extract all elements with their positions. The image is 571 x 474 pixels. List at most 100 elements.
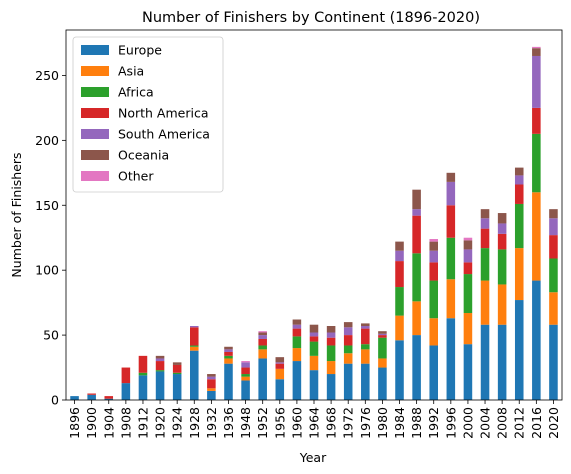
bar-oceania-1972: [343, 322, 353, 328]
bar-asia-1928: [190, 346, 199, 351]
bar-north-america-2012: [514, 184, 524, 204]
bar-other-1952: [258, 331, 267, 333]
bar-asia-1988: [412, 301, 421, 336]
bar-africa-2004: [480, 248, 490, 281]
bar-north-america-1996: [446, 205, 456, 238]
bar-north-america-1928: [190, 327, 199, 346]
bar-north-america-1932: [207, 379, 216, 389]
bar-south-america-1964: [309, 332, 319, 337]
legend-label: Africa: [118, 85, 154, 100]
x-axis: 1896 1900 1904 1908 1912 1920 1924 1928 1932 1936…: [67, 400, 561, 439]
bar-europe-1912: [138, 375, 148, 400]
bar-oceania-1976: [361, 323, 370, 326]
bar-south-america-2000: [463, 249, 473, 263]
bar-africa-1992: [429, 280, 438, 319]
bar-asia-1964: [309, 355, 319, 371]
bar-south-america-1956: [275, 362, 285, 364]
x-tick-label: 1932: [204, 407, 219, 439]
bar-south-america-1980: [378, 333, 387, 336]
legend-swatch: [81, 108, 109, 118]
legend-swatch: [81, 66, 109, 76]
bar-europe-1936: [224, 363, 233, 400]
bar-north-america-1912: [138, 355, 148, 373]
bar-north-america-1988: [412, 215, 421, 254]
plot-area: [70, 46, 558, 400]
bar-south-america-2012: [514, 175, 524, 185]
bar-europe-1908: [121, 383, 131, 400]
bar-north-america-2008: [497, 233, 507, 250]
bar-africa-1984: [395, 287, 404, 316]
bar-europe-1952: [258, 358, 267, 400]
bar-europe-2000: [463, 344, 473, 400]
bar-oceania-2008: [497, 213, 507, 224]
bar-europe-1980: [378, 367, 387, 400]
bar-africa-1988: [412, 253, 421, 302]
bar-south-america-2020: [549, 218, 558, 236]
bar-north-america-1924: [172, 364, 182, 373]
x-tick-label: 2008: [495, 407, 510, 439]
bar-asia-2020: [549, 292, 558, 325]
bar-europe-1976: [361, 363, 370, 400]
bar-africa-1980: [378, 337, 387, 359]
legend-swatch: [81, 45, 109, 55]
bar-oceania-2004: [480, 209, 490, 219]
bar-africa-1948: [241, 374, 250, 377]
bar-europe-2016: [532, 280, 541, 400]
bar-south-america-1976: [361, 326, 370, 329]
bar-north-america-1964: [309, 336, 319, 342]
x-tick-label: 1912: [135, 407, 150, 439]
bar-asia-2000: [463, 313, 473, 345]
bar-south-america-1936: [224, 349, 233, 352]
bar-south-america-1920: [155, 358, 165, 362]
bar-oceania-2016: [532, 48, 541, 56]
bar-asia-2016: [532, 192, 541, 281]
legend-swatch: [81, 87, 109, 97]
bar-south-america-1928: [190, 326, 199, 328]
bar-africa-1912: [138, 372, 148, 376]
x-tick-label: 1936: [221, 407, 236, 439]
bar-south-america-1932: [207, 376, 216, 380]
legend: Europe Asia Africa North America South Ameri…: [72, 36, 224, 193]
x-tick-label: 1976: [358, 407, 373, 439]
x-tick-label: 1924: [170, 407, 185, 439]
bar-asia-1968: [326, 361, 336, 375]
bar-asia-1960: [292, 348, 302, 362]
bar-south-america-2008: [497, 223, 507, 234]
bar-europe-1928: [190, 350, 199, 400]
bar-north-america-1960: [292, 328, 302, 337]
x-tick-label: 1992: [426, 407, 441, 439]
plot-frame: [65, 29, 563, 401]
bar-europe-1920: [155, 371, 165, 400]
bar-africa-1976: [361, 344, 370, 350]
bar-north-america-1956: [275, 363, 285, 369]
chart-title: Number of Finishers by Continent (1896-2…: [142, 10, 480, 26]
bar-africa-2020: [549, 258, 558, 293]
bar-africa-1972: [343, 345, 353, 354]
bar-south-america-1988: [412, 209, 421, 216]
bar-south-america-1992: [429, 250, 438, 263]
bar-south-america-1984: [395, 250, 404, 262]
bar-europe-1960: [292, 361, 302, 400]
x-tick-label: 2020: [546, 407, 561, 439]
bar-oceania-2020: [549, 209, 558, 219]
x-tick-label: 2000: [460, 407, 475, 439]
bar-asia-1980: [378, 358, 387, 368]
bar-africa-1964: [309, 341, 319, 356]
bar-europe-1896: [70, 396, 79, 400]
bar-north-america-1952: [258, 338, 267, 346]
bar-europe-2004: [480, 324, 490, 400]
bar-europe-1964: [309, 370, 319, 400]
x-tick-label: 1968: [324, 407, 339, 439]
x-axis-label: Year: [299, 450, 327, 465]
y-tick-label: 200: [35, 133, 59, 148]
bar-north-america-1976: [361, 328, 370, 345]
x-tick-label: 1948: [238, 407, 253, 439]
bar-asia-1984: [395, 315, 404, 341]
bar-asia-1948: [241, 376, 250, 381]
bar-south-america-1972: [343, 327, 353, 336]
bar-oceania-1960: [292, 319, 302, 325]
x-tick-label: 1900: [84, 407, 99, 439]
bar-north-america-1972: [343, 335, 353, 346]
legend-label: South America: [118, 127, 210, 142]
y-tick-label: 0: [51, 393, 59, 408]
